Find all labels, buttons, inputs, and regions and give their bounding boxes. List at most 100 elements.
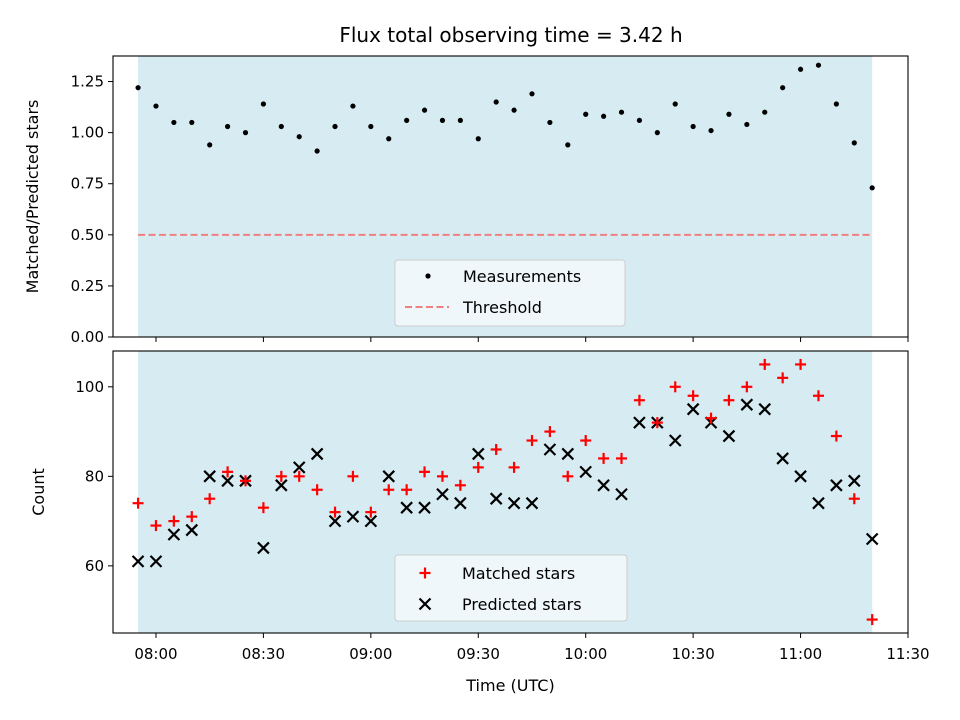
matched-star-point	[347, 470, 359, 482]
ratio-panel: 0.00 0.25 0.50 0.75 1.00 1.25 Matched/Predict…	[23, 55, 909, 346]
predicted-star-point	[561, 447, 575, 461]
predicted-star-point	[830, 479, 843, 492]
predicted-star-point	[471, 447, 485, 461]
y-tick-label: 80	[85, 467, 104, 485]
matched-star-point	[633, 394, 645, 406]
measurement-point	[780, 85, 786, 91]
predicted-star-point	[418, 501, 431, 514]
predicted-star-point	[131, 555, 145, 568]
predicted-star-point	[221, 474, 234, 488]
predicted-star-point	[149, 555, 163, 568]
matched-star-point	[759, 358, 771, 370]
measurement-point	[744, 121, 750, 128]
measurement-point	[278, 123, 284, 130]
measurement-point	[260, 101, 267, 107]
matched-star-point	[598, 452, 610, 464]
legend-predicted-marker	[418, 597, 432, 611]
predicted-star-point	[525, 496, 539, 510]
count-panel: 60 80 100 08:00 08:30 09:00 09:30 10:00 10:30 11…	[29, 350, 930, 695]
count-panel-frame	[112, 350, 909, 634]
predicted-star-point	[364, 514, 378, 528]
matched-star-point	[383, 484, 395, 496]
predicted-star-point	[454, 496, 467, 510]
count-legend-frame	[394, 554, 628, 622]
measurement-point	[583, 111, 589, 117]
matched-star-point	[812, 390, 824, 402]
predicted-star-point	[310, 447, 324, 461]
x-tick-label: 11:00	[779, 645, 822, 663]
legend-plus-glyph	[419, 567, 431, 579]
measurement-point	[672, 101, 678, 107]
predicted-star-point	[436, 487, 449, 501]
matched-star-point	[293, 470, 305, 482]
measurement-point	[511, 107, 517, 113]
matched-star-point	[257, 502, 269, 514]
matched-star-point	[168, 515, 180, 527]
predicted-star-point	[328, 514, 342, 528]
matched-star-point	[365, 506, 377, 518]
measurement-point	[171, 119, 177, 126]
matched-star-point	[616, 452, 628, 464]
legend-measurements-label: Measurements	[463, 267, 581, 286]
predicted-star-point	[776, 452, 789, 465]
matched-star-point	[508, 461, 520, 473]
measurement-point	[618, 109, 625, 115]
matched-star-point	[186, 511, 198, 523]
chart-title: Flux total observing time = 3.42 h	[339, 23, 682, 47]
ratio-legend-frame	[394, 259, 626, 327]
matched-star-point	[777, 372, 789, 384]
measurement-point	[726, 111, 732, 117]
measurement-point	[135, 85, 141, 91]
measurement-point	[529, 91, 535, 97]
x-tick-label: 10:30	[672, 645, 715, 663]
matched-star-point	[454, 479, 466, 491]
x-tick-label: 10:00	[564, 645, 607, 663]
measurement-point	[332, 123, 338, 130]
measurement-point	[654, 130, 660, 136]
predicted-star-point	[740, 398, 754, 411]
matched-star-point	[401, 484, 413, 496]
legend-threshold-label: Threshold	[462, 298, 542, 317]
measurement-point	[189, 119, 195, 126]
x-tick-label: 08:00	[134, 645, 177, 663]
measurement-point	[224, 123, 231, 130]
predicted-star-point	[794, 470, 807, 483]
predicted-star-point	[185, 523, 199, 537]
matched-star-point	[526, 435, 538, 447]
y-tick-label: 0.00	[71, 328, 104, 346]
predicted-star-point	[382, 470, 396, 483]
predicted-star-point	[346, 510, 360, 523]
measurement-point	[207, 142, 213, 148]
measurement-point	[601, 113, 607, 119]
measurement-point	[439, 117, 446, 123]
predicted-star-point	[489, 492, 503, 505]
measurement-point	[762, 109, 768, 115]
ratio-legend: Measurements Threshold	[394, 259, 626, 327]
matched-star-point	[580, 435, 592, 447]
count-legend: Matched stars Predicted stars	[394, 554, 628, 622]
y-tick-label: 100	[75, 378, 104, 396]
legend-predicted-label: Predicted stars	[462, 595, 582, 614]
predicted-star-point	[812, 496, 825, 510]
measurement-point	[314, 148, 320, 154]
y-tick-label: 0.50	[71, 226, 104, 244]
y-tick-label: 1.25	[71, 73, 104, 91]
matched-star-point	[795, 358, 807, 370]
x-tick-label: 11:30	[886, 645, 929, 663]
measurement-point	[690, 123, 696, 130]
matched-star-point	[436, 470, 448, 482]
matched-star-point	[490, 443, 502, 455]
matched-star-point	[132, 497, 144, 509]
measurement-point	[708, 127, 714, 134]
matched-star-point	[651, 417, 663, 429]
ratio-panel-frame	[112, 55, 909, 338]
y-tick-label: 0.75	[71, 175, 104, 193]
predicted-star-point	[167, 528, 181, 541]
y-tick-label: 1.00	[71, 124, 104, 142]
matched-star-point	[240, 475, 251, 487]
legend-measurements-marker	[425, 273, 431, 279]
measurement-point	[815, 62, 822, 68]
legend-matched-marker	[419, 567, 431, 579]
measurement-point	[404, 117, 410, 123]
